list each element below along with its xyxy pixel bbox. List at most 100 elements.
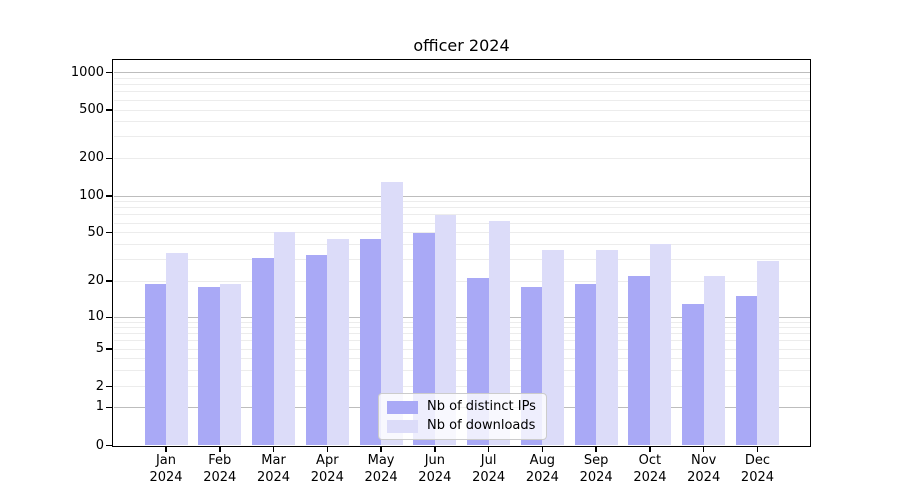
bar-distinct-ips [198,286,220,446]
minor-gridline [113,207,810,209]
x-tick-label: Oct 2024 [633,453,667,485]
bar-downloads [596,250,618,446]
y-tick-mark [106,231,112,234]
y-tick-label: 100 [79,188,104,203]
y-tick-label: 20 [87,273,104,288]
y-tick-label: 200 [79,150,104,166]
x-tick-mark [541,447,544,452]
major-gridline [113,72,810,74]
y-tick-label: 1 [95,399,104,415]
y-tick-mark [106,316,112,319]
minor-gridline [113,157,810,159]
legend-item-distinct-ips: Nb of distinct IPs [387,399,536,415]
y-tick-label: 500 [79,102,104,117]
minor-gridline [113,201,810,203]
legend-label-downloads: Nb of downloads [427,418,536,433]
y-tick-mark [106,280,112,282]
y-tick-label: 2 [95,378,104,394]
x-tick-label: Mar 2024 [256,453,291,485]
minor-gridline [113,232,810,234]
bar-distinct-ips [305,254,328,446]
minor-gridline [113,109,810,111]
minor-gridline [113,91,810,93]
y-tick-mark [106,385,112,388]
y-tick-mark [106,444,112,447]
major-gridline [113,195,810,197]
bar-downloads [434,214,457,446]
x-tick-label: Apr 2024 [310,453,344,485]
y-tick-label: 1000 [70,64,104,80]
minor-gridline [113,327,810,328]
x-tick-mark [434,447,436,452]
x-tick-label: Sep 2024 [579,453,613,485]
bar-distinct-ips [682,303,704,446]
minor-gridline [113,333,810,335]
x-tick-mark [649,447,651,452]
minor-gridline [113,321,810,323]
x-tick-label: May 2024 [364,453,398,485]
minor-gridline [113,386,810,388]
minor-gridline [113,340,810,342]
x-tick-label: Nov 2024 [687,453,721,485]
bar-distinct-ips [359,239,382,446]
bar-distinct-ips [628,275,650,446]
minor-gridline [113,259,810,261]
minor-gridline [113,222,810,224]
minor-gridline [113,280,810,282]
legend-swatch-downloads [387,419,418,433]
minor-gridline [113,136,810,138]
x-tick-mark [326,447,329,452]
bar-downloads [273,231,296,446]
minor-gridline [113,243,810,245]
y-tick-mark [106,195,112,197]
minor-gridline [113,214,810,216]
bar-downloads [757,261,779,446]
bar-downloads [488,221,511,446]
x-tick-label: Jul 2024 [472,453,506,485]
bar-distinct-ips [574,283,597,446]
minor-gridline [113,77,810,79]
y-tick-mark [106,71,112,74]
x-tick-mark [380,447,382,452]
bar-distinct-ips [413,232,435,446]
minor-gridline [113,348,810,350]
legend-swatch-distinct-ips [387,400,418,414]
x-tick-label: Aug 2024 [525,453,559,485]
minor-gridline [113,369,810,371]
minor-gridline [113,357,810,359]
minor-gridline [113,99,810,101]
x-tick-label: Feb 2024 [203,453,237,485]
x-tick-mark [702,447,705,452]
y-tick-label: 0 [95,437,104,453]
minor-gridline [113,84,810,86]
x-tick-label: Dec 2024 [740,453,775,485]
x-tick-label: Jun 2024 [418,453,452,485]
bar-downloads [703,275,726,446]
x-tick-mark [272,447,275,452]
chart-title: officer 2024 [413,36,510,55]
x-tick-mark [218,447,221,452]
bar-downloads [219,283,242,446]
legend: Nb of distinct IPs Nb of downloads [378,393,547,440]
y-tick-mark [106,406,112,409]
bar-distinct-ips [735,296,758,446]
y-tick-label: 5 [95,341,104,356]
major-gridline [113,316,810,318]
y-tick-label: 10 [87,309,104,325]
x-tick-mark [487,447,490,452]
minor-gridline [113,121,810,123]
y-tick-mark [106,157,112,160]
x-tick-mark [595,447,597,452]
bar-downloads [381,181,403,446]
x-tick-mark [165,447,167,452]
y-tick-mark [106,109,112,111]
bar-downloads [327,239,349,446]
bar-downloads [649,244,672,446]
y-tick-label: 50 [87,224,104,240]
bar-downloads [542,250,564,446]
x-tick-label: Jan 2024 [149,453,183,485]
y-tick-mark [106,348,112,350]
bar-distinct-ips [252,257,274,446]
x-tick-mark [756,447,759,452]
